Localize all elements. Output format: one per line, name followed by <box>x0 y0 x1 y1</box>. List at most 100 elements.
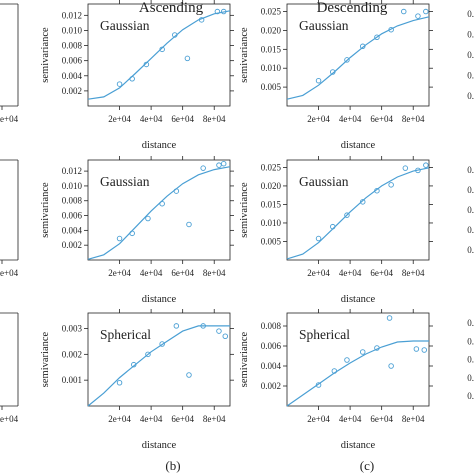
plot-frame <box>87 159 231 261</box>
stub-y-tick-label: 0. <box>467 336 474 346</box>
x-axis-label: distance <box>341 140 376 151</box>
column-title-descending: Descending <box>317 0 388 16</box>
x-tick-label: 8e+04 <box>402 414 425 424</box>
y-tick-label: 0.002 <box>62 86 82 96</box>
data-point <box>173 323 180 329</box>
fitted-curve <box>286 167 430 260</box>
data-point <box>220 8 227 15</box>
y-tick-label: 0.001 <box>62 375 82 385</box>
stub-y-tick-label: 0. <box>467 91 474 101</box>
y-tick-label: 0.020 <box>261 25 282 35</box>
model-name: Gaussian <box>100 18 150 33</box>
x-axis-label: distance <box>341 440 376 451</box>
data-point <box>359 199 366 205</box>
data-point <box>315 77 322 84</box>
data-point <box>145 351 151 358</box>
panel-3: 0.002 0.004 0.006 0.008 0.010 0.012 2e+04 4e+04… <box>40 156 234 305</box>
fitted-curve <box>87 10 231 100</box>
x-tick-label: 4e+04 <box>339 268 362 278</box>
y-tick-label: 0.004 <box>62 71 83 81</box>
fitted-curve <box>87 325 230 407</box>
y-tick-label: 0.002 <box>261 381 281 391</box>
data-point <box>415 13 421 19</box>
fitted-curve <box>87 166 231 260</box>
panels: 0.002 0.004 0.006 0.008 0.010 0.012 2e+04 4e+04… <box>40 0 433 451</box>
y-tick-label: 0.006 <box>261 341 282 351</box>
y-tick-label: 0.010 <box>62 181 83 191</box>
y-tick-label: 0.015 <box>261 44 282 54</box>
y-tick-label: 0.015 <box>261 199 282 209</box>
data-point <box>402 165 409 171</box>
x-tick-label: 4e+04 <box>140 414 163 424</box>
data-point <box>423 8 429 15</box>
data-point <box>388 363 394 369</box>
model-name: Gaussian <box>299 18 349 33</box>
x-tick-label: 2e+04 <box>307 414 330 424</box>
y-tick-label: 0.008 <box>62 41 83 51</box>
x-tick-label: 8e+04 <box>402 268 425 278</box>
data-point <box>216 328 222 334</box>
x-tick-label: 8e+04 <box>203 268 226 278</box>
panel-label-c: (c) <box>360 458 374 473</box>
data-point <box>159 200 165 207</box>
data-point <box>159 46 165 53</box>
y-tick-label: 0.010 <box>261 218 282 228</box>
x-axis-label: distance <box>142 294 177 305</box>
x-tick-label: 2e+04 <box>108 268 131 278</box>
data-point <box>330 223 336 230</box>
right-neighbor-panel-2: 0. 0. 0. 0. 0. <box>467 165 474 255</box>
plot-frame <box>87 312 231 407</box>
data-point <box>374 34 380 40</box>
x-tick-label: 2e+04 <box>307 268 330 278</box>
data-point <box>184 55 191 62</box>
left-neighbor-panel-3: e+04 <box>0 312 19 424</box>
y-tick-label: 0.002 <box>62 349 82 359</box>
data-point <box>386 315 393 321</box>
x-tick-label: 6e+04 <box>171 414 194 424</box>
x-tick-label: 6e+04 <box>370 414 393 424</box>
data-point <box>116 380 123 386</box>
data-point <box>129 76 135 82</box>
model-name: Gaussian <box>299 174 349 189</box>
x-axis-label: distance <box>341 294 376 305</box>
plot-frame <box>286 3 430 107</box>
data-point <box>331 368 338 374</box>
y-tick-label: 0.004 <box>261 361 282 371</box>
x-tick-label: 4e+04 <box>140 268 163 278</box>
data-point <box>388 182 394 188</box>
stub-y-tick-label: 0. <box>467 205 474 215</box>
stub-y-tick-label: 0. <box>467 225 474 235</box>
stub-x-tick-label: e+04 <box>0 414 19 424</box>
stub-y-tick-label: 0. <box>467 165 474 175</box>
data-point <box>159 341 165 347</box>
y-tick-label: 0.006 <box>62 211 83 221</box>
panel-6: 0.002 0.004 0.006 0.008 2e+04 4e+04 6e+04 8e+04… <box>239 309 433 451</box>
y-tick-label: 0.010 <box>261 63 282 73</box>
left-neighbor-panel-2: e+04 <box>0 159 19 278</box>
y-tick-label: 0.008 <box>62 196 83 206</box>
x-tick-label: 8e+04 <box>402 114 425 124</box>
x-axis-label: distance <box>142 440 177 451</box>
plot-frame <box>87 3 231 107</box>
stub-y-tick-label: 0. <box>467 355 474 365</box>
y-axis-label: semivariance <box>40 331 51 387</box>
y-axis-label: semivariance <box>239 331 250 387</box>
stub-y-tick-label: 0. <box>467 373 474 383</box>
stub-y-tick-label: 0. <box>467 30 474 40</box>
x-tick-label: 8e+04 <box>203 414 226 424</box>
data-point <box>388 26 394 33</box>
data-point <box>220 160 227 167</box>
y-tick-label: 0.025 <box>261 162 282 172</box>
data-point <box>344 357 350 363</box>
data-point <box>315 235 322 242</box>
data-point <box>359 43 366 50</box>
y-tick-label: 0.005 <box>261 82 282 92</box>
data-point <box>421 347 428 353</box>
panel-label-b: (b) <box>165 458 180 473</box>
y-tick-label: 0.004 <box>62 225 83 235</box>
stub-x-tick-label: e+04 <box>0 114 19 124</box>
data-point <box>116 81 123 87</box>
data-point <box>423 162 429 168</box>
panel-2: 0.005 0.010 0.015 0.020 0.025 2e+04 4e+04 6e+04… <box>239 0 433 151</box>
fitted-curve <box>286 16 430 100</box>
